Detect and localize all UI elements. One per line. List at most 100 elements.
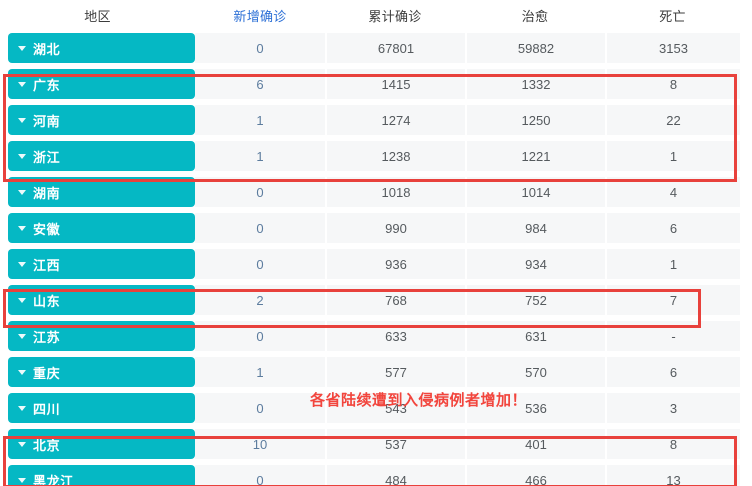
chevron-down-icon[interactable] (18, 405, 26, 411)
table-row[interactable]: 黑龙江 0 484 466 13 (0, 462, 752, 486)
region-expand-pill[interactable]: 湖北 (8, 33, 195, 63)
cell-total-confirmed: 990 (325, 213, 465, 243)
table-row[interactable]: 湖南 0 1018 1014 4 (0, 174, 752, 210)
chevron-down-icon[interactable] (18, 45, 26, 51)
region-expand-pill[interactable]: 北京 (8, 429, 195, 459)
cell-deaths: 6 (605, 357, 740, 387)
chevron-down-icon[interactable] (18, 117, 26, 123)
cell-region[interactable]: 浙江 (0, 138, 195, 174)
cell-cured: 934 (465, 249, 605, 279)
cell-cured: 59882 (465, 33, 605, 63)
cell-new-confirmed: 0 (195, 321, 325, 351)
table-row[interactable]: 四川 0 543 536 3 (0, 390, 752, 426)
cell-cured: 752 (465, 285, 605, 315)
chevron-down-icon[interactable] (18, 81, 26, 87)
cell-deaths: 3 (605, 393, 740, 423)
cell-new-confirmed: 2 (195, 285, 325, 315)
region-name-label: 浙江 (33, 149, 61, 165)
chevron-down-icon[interactable] (18, 153, 26, 159)
table-row[interactable]: 山东 2 768 752 7 (0, 282, 752, 318)
region-expand-pill[interactable]: 山东 (8, 285, 195, 315)
cell-region[interactable]: 湖北 (0, 30, 195, 66)
cell-cured: 466 (465, 465, 605, 486)
table-row[interactable]: 安徽 0 990 984 6 (0, 210, 752, 246)
table-row[interactable]: 江西 0 936 934 1 (0, 246, 752, 282)
chevron-down-icon[interactable] (18, 477, 26, 483)
cell-region[interactable]: 安徽 (0, 210, 195, 246)
cell-region[interactable]: 四川 (0, 390, 195, 426)
cell-cured: 1250 (465, 105, 605, 135)
region-expand-pill[interactable]: 河南 (8, 105, 195, 135)
chevron-down-icon[interactable] (18, 225, 26, 231)
cell-new-confirmed: 1 (195, 141, 325, 171)
cell-deaths: 1 (605, 249, 740, 279)
region-expand-pill[interactable]: 湖南 (8, 177, 195, 207)
cell-cured: 401 (465, 429, 605, 459)
region-expand-pill[interactable]: 四川 (8, 393, 195, 423)
chevron-down-icon[interactable] (18, 369, 26, 375)
chevron-down-icon[interactable] (18, 297, 26, 303)
cell-new-confirmed: 6 (195, 69, 325, 99)
cell-deaths: 6 (605, 213, 740, 243)
cell-total-confirmed: 537 (325, 429, 465, 459)
column-header-total-confirmed[interactable]: 累计确诊 (368, 8, 422, 24)
cell-cured: 536 (465, 393, 605, 423)
cell-new-confirmed: 1 (195, 105, 325, 135)
table-row[interactable]: 湖北 0 67801 59882 3153 (0, 30, 752, 66)
cell-total-confirmed: 936 (325, 249, 465, 279)
region-name-label: 江西 (33, 257, 61, 273)
cell-total-confirmed: 1238 (325, 141, 465, 171)
table-row[interactable]: 浙江 1 1238 1221 1 (0, 138, 752, 174)
cell-region[interactable]: 广东 (0, 66, 195, 102)
chevron-down-icon[interactable] (18, 189, 26, 195)
column-header-deaths[interactable]: 死亡 (659, 8, 686, 24)
region-name-label: 河南 (33, 113, 61, 129)
cell-new-confirmed: 0 (195, 249, 325, 279)
cell-cured: 570 (465, 357, 605, 387)
column-header-region[interactable]: 地区 (84, 8, 111, 24)
region-expand-pill[interactable]: 广东 (8, 69, 195, 99)
region-name-label: 安徽 (33, 221, 61, 237)
region-expand-pill[interactable]: 江西 (8, 249, 195, 279)
column-header-cured[interactable]: 治愈 (521, 8, 549, 24)
region-expand-pill[interactable]: 重庆 (8, 357, 195, 387)
cell-deaths: 1 (605, 141, 740, 171)
cell-region[interactable]: 江西 (0, 246, 195, 282)
region-expand-pill[interactable]: 江苏 (8, 321, 195, 351)
region-name-label: 山东 (33, 293, 61, 309)
region-expand-pill[interactable]: 黑龙江 (8, 465, 195, 486)
table-row[interactable]: 江苏 0 633 631- (0, 318, 752, 354)
table-row[interactable]: 广东 6 1415 1332 8 (0, 66, 752, 102)
cell-total-confirmed: 1018 (325, 177, 465, 207)
cell-new-confirmed: 0 (195, 393, 325, 423)
chevron-down-icon[interactable] (18, 261, 26, 267)
cell-deaths: 7 (605, 285, 740, 315)
cell-region[interactable]: 湖南 (0, 174, 195, 210)
region-expand-pill[interactable]: 浙江 (8, 141, 195, 171)
cell-total-confirmed: 768 (325, 285, 465, 315)
cell-region[interactable]: 北京 (0, 426, 195, 462)
cell-deaths: 22 (605, 105, 740, 135)
chevron-down-icon[interactable] (18, 441, 26, 447)
table-row[interactable]: 河南 1 1274 1250 22 (0, 102, 752, 138)
cell-region[interactable]: 重庆 (0, 354, 195, 390)
cell-region[interactable]: 河南 (0, 102, 195, 138)
cell-region[interactable]: 黑龙江 (0, 462, 195, 486)
table-row[interactable]: 重庆 1 577 570 6 (0, 354, 752, 390)
cell-total-confirmed: 1274 (325, 105, 465, 135)
table-row[interactable]: 北京 10 537 401 8 (0, 426, 752, 462)
cell-region[interactable]: 江苏 (0, 318, 195, 354)
region-name-label: 北京 (33, 437, 61, 453)
cell-cured: 631 (465, 321, 605, 351)
cell-region[interactable]: 山东 (0, 282, 195, 318)
region-name-label: 湖北 (33, 41, 61, 57)
chevron-down-icon[interactable] (18, 333, 26, 339)
region-name-label: 黑龙江 (33, 473, 74, 486)
cell-new-confirmed: 0 (195, 33, 325, 63)
table-body: 湖北 0 67801 59882 3153 广东 6 1415 1332 8 河南 1 1274 1250… (0, 30, 752, 486)
column-header-new-confirmed[interactable]: 新增确诊 (233, 8, 287, 24)
cell-deaths: 8 (605, 69, 740, 99)
region-expand-pill[interactable]: 安徽 (8, 213, 195, 243)
